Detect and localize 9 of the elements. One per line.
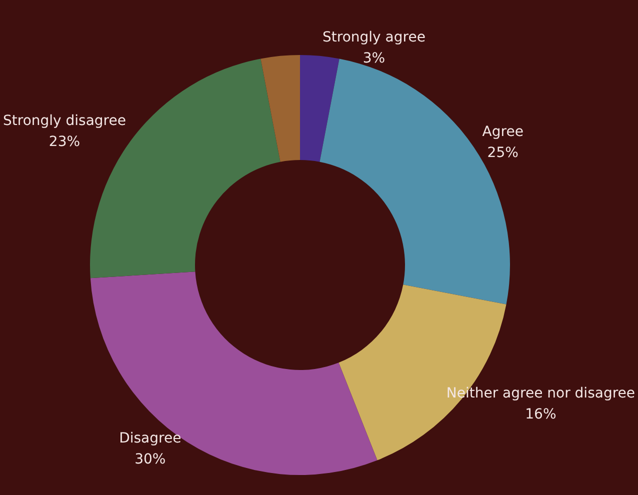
data-label: 3% xyxy=(362,50,386,66)
slice-label: Strongly disagree xyxy=(2,112,126,129)
slice-label: Strongly agree xyxy=(322,29,426,46)
slice-label: Agree xyxy=(482,124,524,140)
data-label: 30% xyxy=(134,452,166,468)
data-label: 25% xyxy=(487,144,518,161)
data-label: 16% xyxy=(525,406,556,422)
data-label: 23% xyxy=(48,134,80,150)
slice-label: Disagree xyxy=(119,430,182,447)
